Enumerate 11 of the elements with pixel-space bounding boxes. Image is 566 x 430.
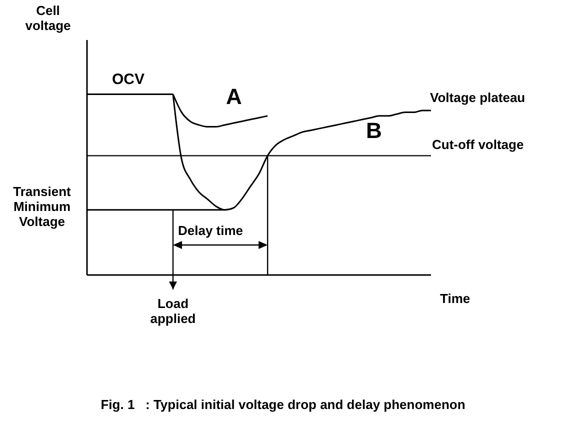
series-label: OCV — [112, 71, 145, 88]
series-label: A — [226, 84, 242, 109]
ref-line-label: Cut-off voltage — [432, 136, 524, 152]
text: Fig. 1 : Typical initial voltage drop and delay phenomenon — [100, 397, 466, 412]
annotation: Voltage plateau — [430, 90, 526, 105]
y-axis-title: Cell voltage — [24, 3, 72, 33]
annotation: Delay time — [178, 223, 244, 238]
x-axis-title: Time — [440, 291, 470, 306]
series-label: B — [366, 118, 382, 143]
text: Load applied — [149, 296, 197, 326]
series-label: Transient Minimum Voltage — [12, 184, 72, 229]
